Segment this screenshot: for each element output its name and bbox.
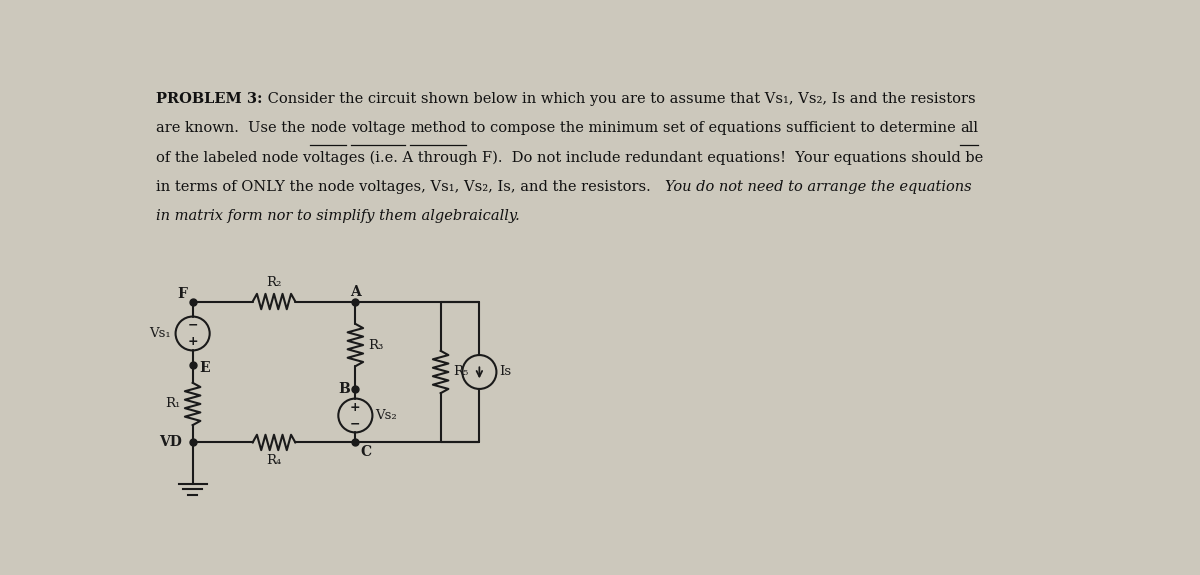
- Text: voltage: voltage: [352, 121, 406, 135]
- Text: R₂: R₂: [266, 276, 282, 289]
- Text: Vs₁: Vs₁: [149, 327, 170, 340]
- Text: R₁: R₁: [164, 397, 180, 411]
- Text: B: B: [338, 382, 350, 396]
- Text: node: node: [310, 121, 347, 135]
- Text: You do not need to arrange the equations: You do not need to arrange the equations: [665, 180, 972, 194]
- Text: A: A: [350, 285, 361, 298]
- Text: −: −: [350, 417, 361, 431]
- Text: method: method: [410, 121, 466, 135]
- Text: of the labeled node voltages (i.e. A through F).  Do not include redundant equat: of the labeled node voltages (i.e. A thr…: [156, 151, 984, 165]
- Text: R₄: R₄: [266, 454, 282, 467]
- Text: E: E: [199, 361, 210, 375]
- Text: Consider the circuit shown below in which you are to assume that Vs₁, Vs₂, Is an: Consider the circuit shown below in whic…: [263, 92, 976, 106]
- Text: +: +: [350, 401, 361, 413]
- Text: in matrix form nor to simplify them algebraically.: in matrix form nor to simplify them alge…: [156, 209, 520, 223]
- Text: +: +: [187, 335, 198, 348]
- Text: all: all: [960, 121, 978, 135]
- Text: C: C: [360, 444, 371, 459]
- Text: PROBLEM 3:: PROBLEM 3:: [156, 92, 263, 106]
- Text: F: F: [178, 287, 187, 301]
- Text: −: −: [187, 319, 198, 332]
- Text: Is: Is: [499, 366, 511, 378]
- Text: Vs₂: Vs₂: [376, 409, 397, 422]
- Text: in terms of ONLY the node voltages, Vs₁, Vs₂, Is, and the resistors.: in terms of ONLY the node voltages, Vs₁,…: [156, 180, 665, 194]
- Text: R₅: R₅: [454, 366, 468, 378]
- Text: are known.  Use the: are known. Use the: [156, 121, 310, 135]
- Text: R₃: R₃: [367, 339, 383, 351]
- Text: to compose the minimum set of equations sufficient to determine: to compose the minimum set of equations …: [466, 121, 960, 135]
- Text: VD: VD: [160, 435, 182, 450]
